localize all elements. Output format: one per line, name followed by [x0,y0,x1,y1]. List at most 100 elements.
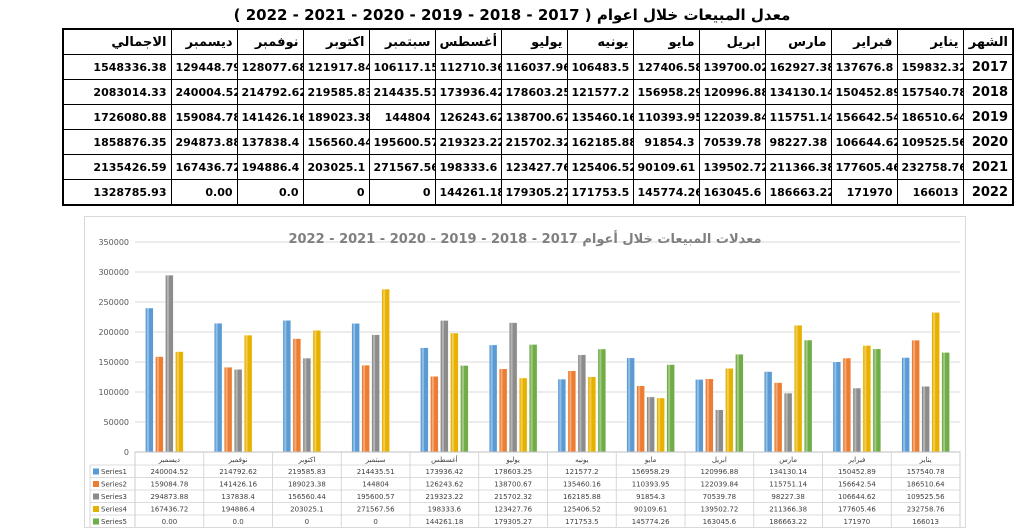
table-row: 1328785.93 0.00 0.0 0 0 144261.18 179305.27 171… [62,179,1014,206]
table-cell: 189023.38 [302,104,370,130]
data-label: 0.0 [233,518,244,526]
data-label: 189023.38 [288,481,326,489]
table-cell: 232758.76 [896,154,964,180]
chart-title: معدلات المبيعات خلال أعوام 2017 - 2018 -… [288,230,761,247]
legend-label: Series4 [101,506,128,514]
bar [155,356,164,453]
bar-highlight [363,365,366,452]
bar [518,377,528,453]
header-month: مارس [764,28,832,55]
legend-label: Series3 [101,493,127,501]
bar-highlight [245,335,248,452]
y-tick-label: 350000 [98,238,129,247]
x-tick-label: اكتوبر [297,456,315,464]
table-cell: 171970 [830,179,898,206]
bar-highlight [874,348,877,452]
bar-highlight [706,378,709,452]
table-cell: 0 [368,179,436,206]
bar [567,370,577,453]
header-total: الاجمالي [62,28,172,55]
data-label: 171970 [844,518,871,526]
bar-highlight [795,325,798,452]
bar-highlight [668,364,671,452]
table-cell: 214792.62 [236,79,304,105]
data-label: 156560.44 [288,493,326,501]
table-cell: 0.0 [236,179,304,206]
data-label: 110393.95 [632,481,670,489]
y-tick-label: 100000 [98,388,129,397]
header-month: نوفمبر [236,28,304,55]
x-tick-label: ابريل [712,456,727,464]
table-cell: 150452.89 [830,79,898,105]
y-tick-label: 0 [124,448,129,457]
data-label: 139502.72 [700,506,738,514]
bar-highlight [775,382,778,452]
bar-highlight [314,330,317,452]
bar [666,364,675,453]
bar-highlight [648,396,651,452]
bar [773,382,783,453]
data-label: 179305.27 [494,518,532,526]
table-cell: 159832.32 [896,54,964,80]
bar-highlight [726,368,729,452]
table-cell: 137676.8 [830,54,898,80]
data-label: 70539.78 [703,493,736,501]
bar-highlight [353,323,356,452]
bar [832,361,842,453]
data-label: 144804 [362,481,389,489]
data-label: 126243.62 [425,481,463,489]
table-cell: 98227.38 [764,129,832,155]
header-month: يوليو [500,28,568,55]
bar [705,378,714,453]
legend-swatch [93,518,99,525]
data-label: 211366.38 [769,506,807,514]
bar-highlight [304,358,307,452]
bar [715,409,724,453]
row-total: 1858876.35 [62,129,172,155]
bar [243,334,253,453]
header-month: سبتمبر [368,28,436,55]
table-row: 1548336.38 129448.79 128077.68 121917.84 106… [62,54,1014,80]
data-label: 150452.89 [838,468,876,476]
data-label: 177605.46 [838,506,876,514]
table-cell: 171753.5 [566,179,634,206]
x-tick-label: ديسمبر [158,456,180,464]
sales-table: الاجمالي ديسمبر نوفمبر اكتوبر سبتمبر أغسطس يول… [62,28,1014,206]
bar-highlight [146,307,149,452]
bar [371,334,380,453]
header-month: اكتوبر [302,28,370,55]
table-cell: 91854.3 [632,129,700,155]
bar [763,371,773,453]
table-cell: 214435.51 [368,79,436,105]
bar [508,322,518,453]
bar [460,365,469,453]
bar [282,319,292,453]
bar-highlight [844,358,847,452]
table-cell: 215702.32 [500,129,568,155]
table-cell: 139700.02 [698,54,766,80]
bar-highlight [421,347,424,452]
bar-highlight [943,352,946,452]
bar-highlight [765,371,768,452]
header-month: مايو [632,28,700,55]
bar-highlight [441,320,444,452]
header-month: يونيه [566,28,634,55]
data-label: 186663.22 [769,518,807,526]
data-label: 162185.88 [563,493,601,501]
data-label: 0 [373,518,377,526]
bar-highlight [579,354,582,452]
bar-highlight [383,289,386,452]
bar-highlight [854,388,857,452]
bar-highlight [736,354,739,452]
table-cell: 106117.15 [368,54,436,80]
row-year: 2022 [962,179,1014,206]
table-cell: 141426.16 [236,104,304,130]
header-month: يناير [896,28,964,55]
data-label: 0.00 [162,518,178,526]
bar [852,387,862,453]
table-cell: 134130.14 [764,79,832,105]
data-label: 186510.64 [907,481,945,489]
bar-highlight [599,348,602,452]
data-label: 120996.88 [700,468,738,476]
x-tick-label: أغسطس [431,455,458,464]
